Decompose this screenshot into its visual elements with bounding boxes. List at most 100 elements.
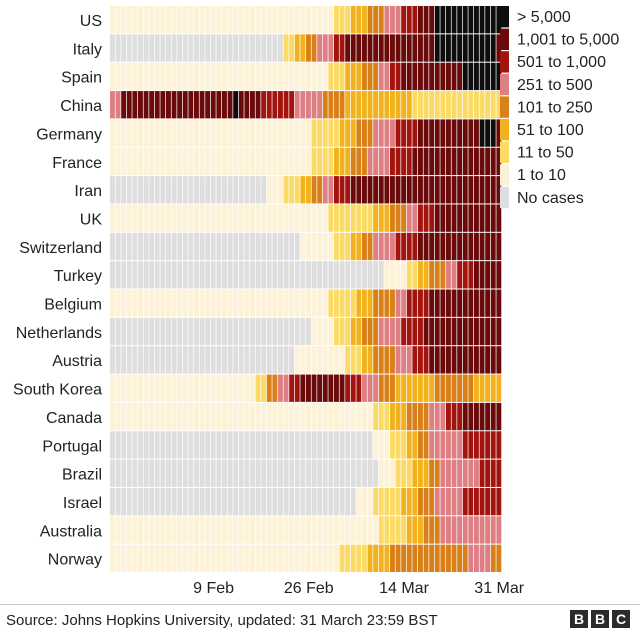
heatmap-cell	[121, 91, 127, 119]
heatmap-cell	[261, 374, 267, 402]
heatmap-cell	[373, 402, 379, 431]
heatmap-cell	[345, 34, 351, 62]
heatmap-cell	[199, 487, 205, 516]
heatmap-cell	[250, 119, 255, 147]
heatmap-cell	[306, 516, 311, 544]
heatmap-cell	[177, 261, 183, 289]
heatmap-cell	[474, 317, 479, 346]
heatmap-cell	[367, 91, 373, 119]
heatmap-cell	[446, 289, 451, 317]
heatmap-cell	[457, 232, 463, 261]
heatmap-cell	[177, 487, 183, 516]
heatmap-cell	[479, 346, 485, 374]
heatmap-cell	[126, 147, 132, 176]
heatmap-cell	[378, 487, 384, 516]
heatmap-cell	[434, 317, 440, 346]
heatmap-cell	[205, 176, 211, 204]
heatmap-cell	[149, 544, 155, 572]
heatmap-cell	[182, 487, 188, 516]
heatmap-cell	[171, 261, 177, 289]
heatmap-cell	[283, 34, 289, 62]
heatmap-cell	[149, 204, 155, 232]
heatmap-cell	[334, 261, 339, 289]
heatmap-cell	[261, 346, 267, 374]
heatmap-cell	[272, 204, 278, 232]
heatmap-cell	[210, 176, 216, 204]
heatmap-cell	[283, 62, 289, 91]
heatmap-cell	[205, 289, 211, 317]
heatmap-cell	[440, 459, 446, 487]
heatmap-cell	[233, 487, 239, 516]
heatmap-cell	[401, 34, 407, 62]
heatmap-cell	[194, 317, 199, 346]
heatmap-cell	[177, 119, 183, 147]
heatmap-cell	[322, 6, 328, 34]
heatmap-cell	[216, 34, 222, 62]
heatmap-cell	[373, 431, 379, 459]
heatmap-cell	[306, 289, 311, 317]
heatmap-cell	[322, 91, 328, 119]
heatmap-cell	[110, 317, 115, 346]
heatmap-cell	[373, 6, 379, 34]
heatmap-cell	[255, 374, 261, 402]
heatmap-cell	[132, 119, 138, 147]
heatmap-cell	[401, 62, 407, 91]
heatmap-cell	[278, 232, 283, 261]
heatmap-cell	[457, 34, 463, 62]
heatmap-cell	[474, 431, 479, 459]
heatmap-cell	[138, 374, 143, 402]
heatmap-cell	[311, 34, 317, 62]
heatmap-cell	[418, 261, 423, 289]
legend-swatch	[500, 51, 509, 73]
legend-label: 501 to 1,000	[517, 54, 606, 71]
heatmap-cell	[199, 289, 205, 317]
heatmap-cell	[362, 261, 367, 289]
heatmap-cell	[412, 374, 418, 402]
heatmap-cell	[418, 204, 423, 232]
heatmap-cell	[188, 346, 194, 374]
heatmap-cell	[429, 232, 435, 261]
heatmap-cell	[255, 516, 261, 544]
heatmap-cell	[154, 374, 160, 402]
heatmap-cell	[446, 34, 451, 62]
heatmap-cell	[171, 459, 177, 487]
heatmap-cell	[238, 487, 244, 516]
heatmap-cell	[227, 289, 233, 317]
heatmap-cell	[171, 232, 177, 261]
heatmap-cell	[244, 317, 250, 346]
heatmap-cell	[457, 176, 463, 204]
heatmap-cell	[440, 147, 446, 176]
heatmap-cell	[490, 261, 496, 289]
heatmap-cell	[367, 431, 373, 459]
heatmap-cell	[110, 34, 115, 62]
heatmap-cell	[378, 232, 384, 261]
heatmap-cell	[378, 147, 384, 176]
heatmap-cell	[334, 91, 339, 119]
heatmap-cell	[110, 487, 115, 516]
heatmap-cell	[406, 91, 412, 119]
heatmap-cell	[334, 516, 339, 544]
heatmap-cell	[356, 487, 362, 516]
heatmap-cell	[440, 317, 446, 346]
heatmap-cell	[171, 431, 177, 459]
heatmap-cell	[429, 402, 435, 431]
heatmap-cell	[423, 204, 429, 232]
heatmap-cell	[362, 402, 367, 431]
heatmap-cell	[334, 487, 339, 516]
heatmap-cell	[440, 346, 446, 374]
heatmap-cell	[429, 374, 435, 402]
heatmap-cell	[350, 459, 356, 487]
heatmap-cell	[485, 176, 491, 204]
heatmap-cell	[429, 6, 435, 34]
heatmap-cell	[485, 289, 491, 317]
heatmap-cell	[121, 6, 127, 34]
legend-swatch	[500, 73, 509, 96]
heatmap-cell	[115, 261, 121, 289]
heatmap-cell	[110, 119, 115, 147]
heatmap-cell	[216, 459, 222, 487]
heatmap-cell	[115, 346, 121, 374]
heatmap-cell	[149, 34, 155, 62]
heatmap-cell	[149, 431, 155, 459]
heatmap-cell	[154, 34, 160, 62]
heatmap-cell	[328, 204, 334, 232]
